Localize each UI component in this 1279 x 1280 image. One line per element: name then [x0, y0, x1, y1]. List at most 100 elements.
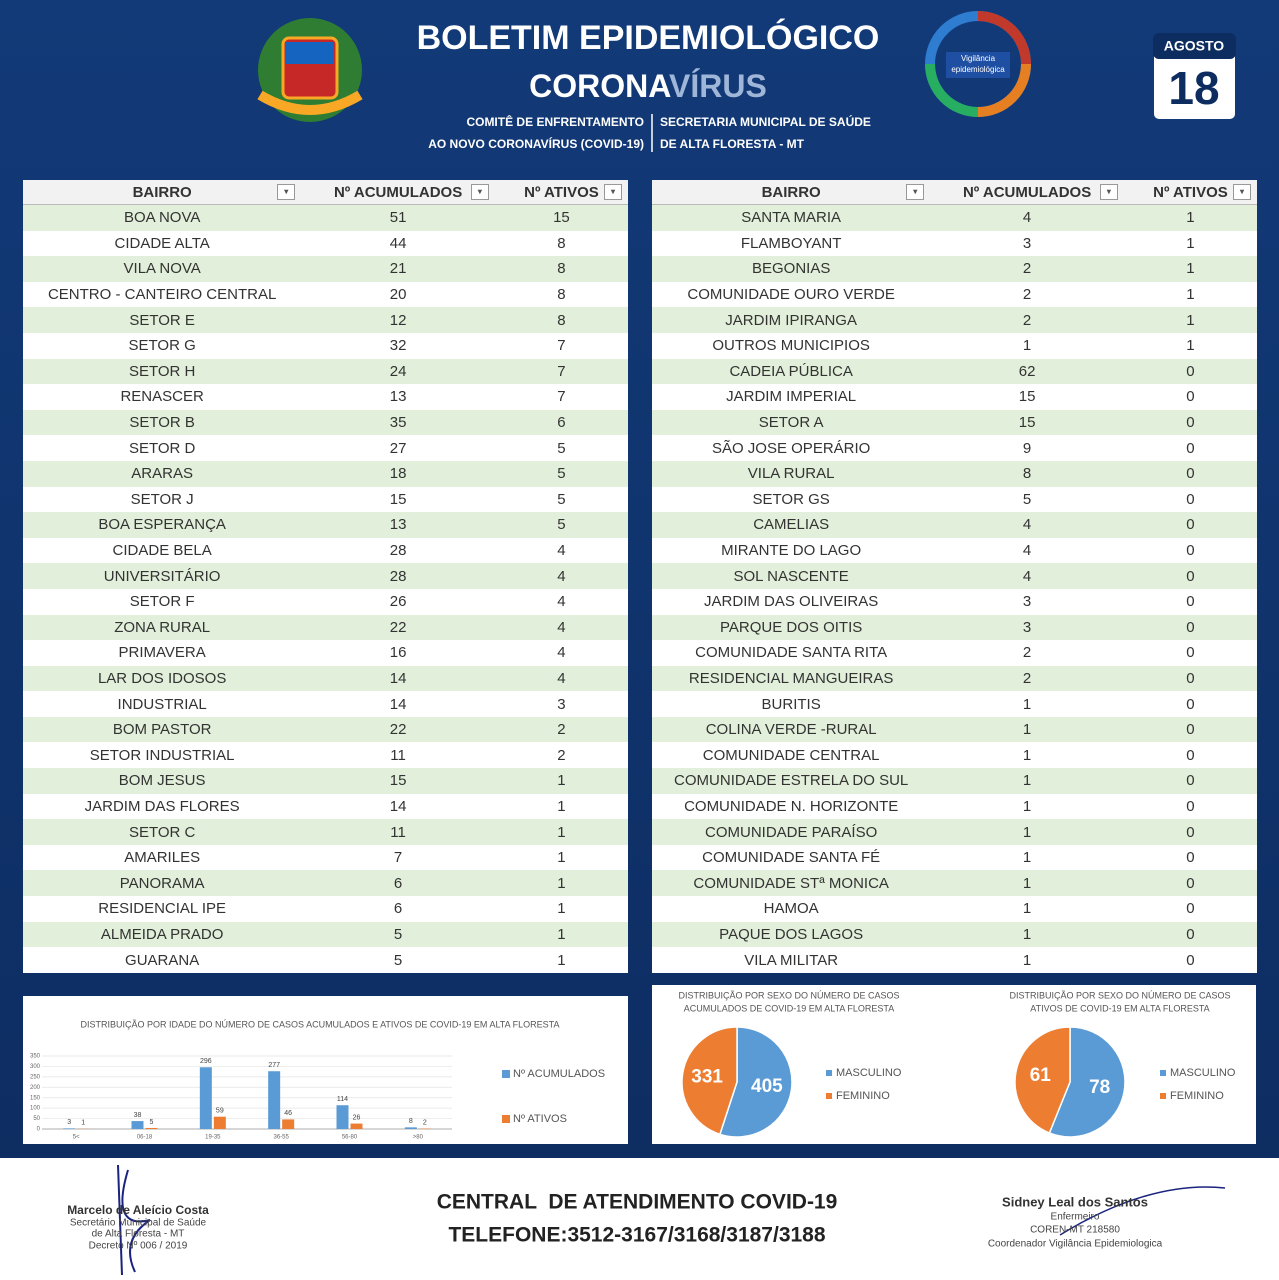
table-cell: 6 — [494, 409, 628, 436]
table-cell: 7 — [557, 337, 566, 355]
table-cell: 8 — [930, 460, 1124, 487]
table-row: BEGONIAS 2 1 — [652, 256, 1257, 282]
table-cell: 11 — [301, 819, 495, 845]
table-cell: 3 — [1022, 234, 1032, 252]
table-cell: 1 — [1022, 900, 1032, 918]
table-cell: 0 — [1186, 388, 1195, 406]
table-cell: 28 — [389, 542, 407, 560]
y-tick-label: 100 — [30, 1106, 41, 1112]
chart-title: DISTRIBUIÇÃO POR SEXO DO NÚMERO DE CASOS — [1009, 990, 1230, 1000]
table-cell: SETOR G — [128, 337, 196, 355]
table-row: MIRANTE DO LAGO 4 0 — [652, 538, 1257, 564]
table-row: RESIDENCIAL MANGUEIRAS 2 0 — [652, 665, 1257, 692]
table-cell: SETOR D — [128, 439, 196, 457]
table-cell: 5 — [557, 490, 566, 508]
bar — [145, 1127, 158, 1129]
table-row: COMUNIDADE CENTRAL 1 0 — [652, 742, 1257, 768]
table-row: CAMELIAS 4 0 — [652, 512, 1257, 538]
signatory-role: Secretário Municipal de Saúde — [70, 1218, 207, 1229]
table-cell: CENTRO - CANTEIRO CENTRAL — [47, 286, 277, 304]
column-header: Nº ACUMULADOS ▾ — [930, 180, 1124, 205]
table-row: CENTRO - CANTEIRO CENTRAL 20 8 — [23, 282, 628, 308]
table-cell: SETOR GS — [752, 490, 830, 508]
filter-button[interactable]: ▾ — [1233, 184, 1251, 200]
table-cell: 5 — [1022, 490, 1032, 508]
table-cell: 4 — [557, 542, 566, 560]
table-cell: RESIDENCIAL IPE — [98, 900, 227, 918]
table-cell: COMUNIDADE PARAÍSO — [652, 819, 931, 845]
table-row: SETOR J 15 5 — [23, 487, 628, 513]
table-cell: BOA ESPERANÇA — [23, 512, 302, 538]
table-row: PRIMAVERA 16 4 — [23, 640, 628, 666]
table-cell: 8 — [557, 234, 566, 252]
table-row: LAR DOS IDOSOS 14 4 — [23, 665, 628, 692]
city-crest — [257, 18, 363, 122]
table-cell: 2 — [1022, 644, 1032, 662]
filter-button[interactable]: ▾ — [1099, 184, 1118, 200]
table-cell: 28 — [301, 563, 495, 589]
bar — [268, 1071, 281, 1129]
table-cell: 1 — [557, 951, 566, 969]
y-tick-label: 0 — [37, 1127, 41, 1133]
table-row: SANTA MARIA 4 1 — [652, 204, 1257, 231]
table-cell: 1 — [494, 921, 628, 948]
table-cell: 1 — [1186, 337, 1195, 355]
table-cell: 0 — [1186, 542, 1195, 560]
table-cell: 13 — [389, 388, 407, 406]
table-cell: 1 — [930, 768, 1124, 794]
table-cell: 26 — [389, 593, 407, 611]
table-cell: 4 — [557, 593, 566, 611]
table-cell: 20 — [389, 286, 407, 304]
table-cell: CIDADE BELA — [112, 542, 212, 560]
value-label: 26 — [353, 1114, 361, 1121]
table-cell: SETOR B — [23, 409, 302, 436]
table-cell: SETOR INDUSTRIAL — [89, 746, 235, 764]
signatory-name: Marcelo de Aleício Costa — [67, 1203, 209, 1217]
table-cell: 0 — [1123, 768, 1257, 794]
table-row: BOA ESPERANÇA 13 5 — [23, 512, 628, 538]
committee: COMITÊ DE ENFRENTAMENTO — [466, 114, 644, 129]
y-tick-label: 350 — [30, 1054, 41, 1060]
legend-swatch — [1160, 1093, 1166, 1099]
table-cell: LAR DOS IDOSOS — [23, 665, 302, 692]
table-cell: SETOR A — [652, 409, 931, 436]
table-cell: 5 — [494, 512, 628, 538]
table-cell: 9 — [1022, 439, 1032, 457]
table-cell: 2 — [930, 665, 1124, 692]
age-chart-panel — [23, 996, 628, 1144]
table-cell: COMUNIDADE STª MONICA — [652, 870, 931, 897]
table-row: SETOR F 26 4 — [23, 589, 628, 615]
table-cell: CAMELIAS — [652, 512, 931, 538]
table-row: ALMEIDA PRADO 5 1 — [23, 921, 628, 948]
table-cell: 5 — [494, 460, 628, 487]
table-cell: COMUNIDADE CENTRAL — [702, 746, 880, 764]
value-label: 3 — [67, 1119, 71, 1126]
department: DE ALTA FLORESTA - MT — [660, 137, 805, 151]
table-cell: 3 — [930, 614, 1124, 641]
table-cell: COMUNIDADE SANTA RITA — [695, 644, 888, 662]
signatory-name: Sidney Leal dos Santos — [1002, 1194, 1148, 1209]
date-month: AGOSTO — [1164, 38, 1225, 54]
filter-button[interactable]: ▾ — [277, 184, 296, 200]
legend-swatch — [826, 1093, 832, 1099]
filter-button[interactable]: ▾ — [604, 184, 622, 200]
table-cell: VILA NOVA — [23, 256, 302, 282]
table-row: COMUNIDADE SANTA FÉ 1 0 — [652, 845, 1257, 871]
filter-button[interactable]: ▾ — [470, 184, 489, 200]
column-header: BAIRRO ▾ — [23, 180, 302, 205]
signatory-role: de Alta Floresta - MT — [92, 1229, 185, 1240]
x-tick-label: >80 — [413, 1135, 424, 1141]
table-cell: 11 — [390, 746, 406, 764]
legend-label: MASCULINO — [1170, 1067, 1236, 1079]
table-cell: 5 — [557, 439, 566, 457]
filter-button[interactable]: ▾ — [906, 184, 925, 200]
y-tick-label: 300 — [30, 1064, 41, 1070]
table-cell: 1 — [1022, 746, 1032, 764]
pie-slice — [718, 1026, 793, 1138]
table-cell: 15 — [301, 768, 495, 794]
table-cell: 0 — [1186, 797, 1195, 815]
table-row: SETOR E 12 8 — [23, 307, 628, 333]
x-tick-label: 19-35 — [205, 1135, 221, 1141]
table-cell: 35 — [301, 409, 495, 436]
bar — [63, 1128, 76, 1129]
